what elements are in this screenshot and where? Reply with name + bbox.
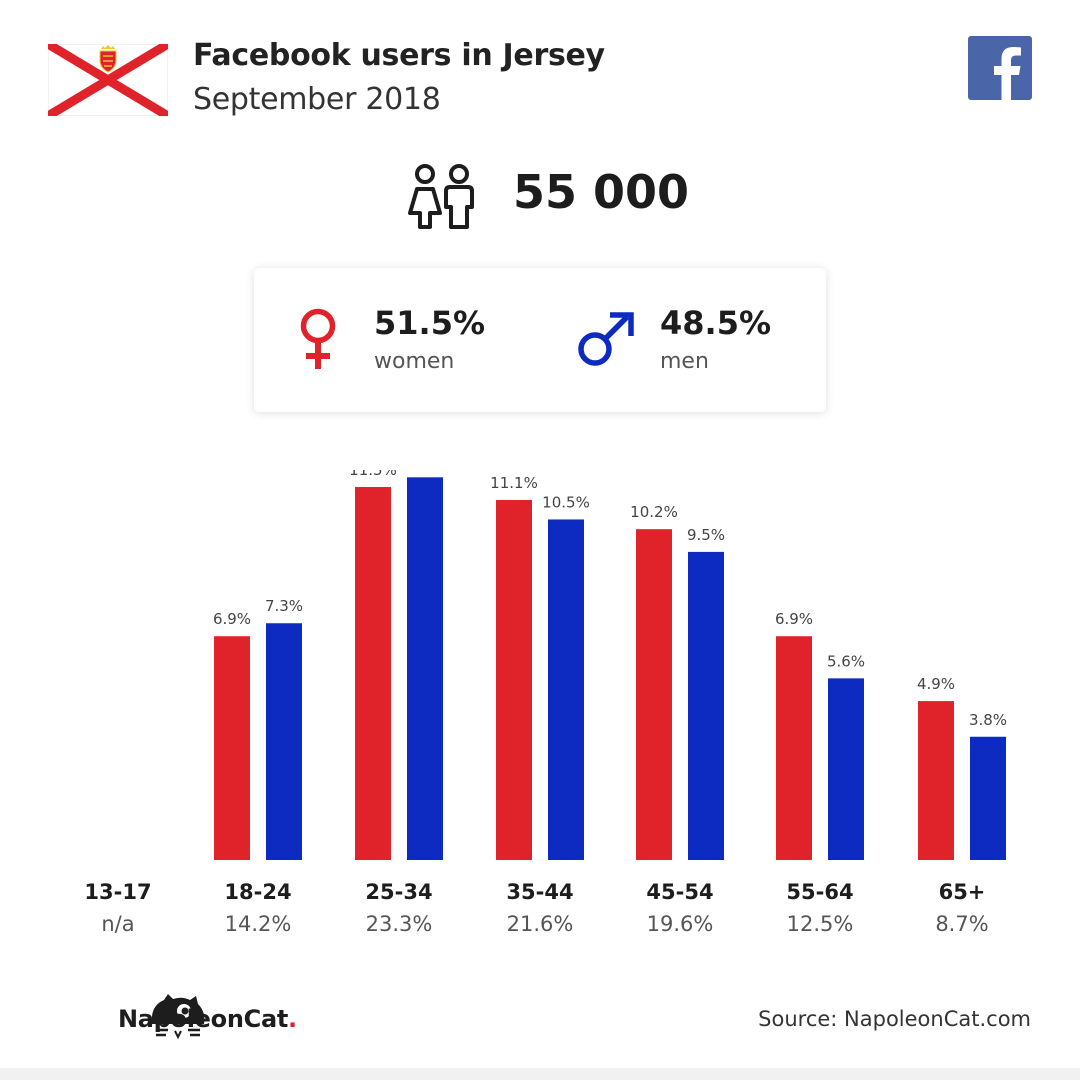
bar-men-45-54 [688, 551, 724, 860]
men-percent: 48.5% [660, 304, 772, 342]
users-icon [408, 164, 474, 229]
source-text: Source: NapoleonCat.com [758, 1007, 1031, 1031]
bar-value-label: 5.6% [827, 652, 865, 670]
napoleoncat-logo-icon [151, 994, 205, 1040]
bar-women-25-34 [355, 487, 391, 860]
brand-name: NapoleonCat. [118, 1005, 297, 1033]
bar-value-label: 3.8% [969, 711, 1007, 729]
age-group-label: 25-34 [365, 880, 432, 904]
male-symbol-icon [578, 312, 634, 366]
page-subtitle: September 2018 [193, 82, 441, 117]
age-group-total: 21.6% [507, 912, 574, 936]
women-label: women [374, 349, 455, 374]
age-group-total: 23.3% [366, 912, 433, 936]
brand-dot: . [288, 1005, 297, 1033]
bar-women-65+ [918, 701, 954, 860]
age-gender-bar-chart: 13-17n/a6.9%7.3%18-2414.2%11.5%11.8%25-3… [84, 470, 1007, 936]
bar-value-label: 10.5% [542, 493, 590, 511]
age-group-total: 14.2% [225, 912, 292, 936]
bar-value-label: 11.1% [490, 474, 538, 492]
bar-value-label: 10.2% [630, 503, 678, 521]
age-group-label: 45-54 [646, 880, 713, 904]
men-label: men [660, 349, 709, 374]
bar-value-label: 4.9% [917, 675, 955, 693]
bar-women-45-54 [636, 529, 672, 860]
page-title: Facebook users in Jersey [193, 38, 605, 73]
jersey-flag-icon [48, 44, 168, 116]
facebook-logo-icon[interactable] [968, 36, 1032, 100]
bar-value-label: 11.5% [349, 470, 397, 479]
age-group-label: 18-24 [224, 880, 291, 904]
age-group-total: 19.6% [647, 912, 714, 936]
age-group-total: n/a [101, 912, 134, 936]
bar-value-label: 6.9% [213, 610, 251, 628]
bar-men-18-24 [266, 623, 302, 860]
age-group-total: 12.5% [787, 912, 854, 936]
bar-women-35-44 [496, 500, 532, 860]
footer-strip [0, 1068, 1080, 1080]
bar-men-55-64 [828, 678, 864, 860]
female-symbol-icon [300, 308, 336, 369]
bar-value-label: 6.9% [775, 610, 813, 628]
women-percent: 51.5% [374, 304, 486, 342]
bar-value-label: 9.5% [687, 526, 725, 544]
age-group-label: 35-44 [506, 880, 573, 904]
age-group-label: 55-64 [786, 880, 853, 904]
bar-men-25-34 [407, 477, 443, 860]
bar-men-65+ [970, 736, 1006, 860]
age-group-total: 8.7% [935, 912, 988, 936]
bar-value-label: 7.3% [265, 597, 303, 615]
bar-women-55-64 [776, 636, 812, 860]
age-group-label: 65+ [939, 880, 986, 904]
age-group-label: 13-17 [84, 880, 151, 904]
total-users: 55 000 [513, 165, 690, 219]
bar-men-35-44 [548, 519, 584, 860]
gender-card: 51.5% women 48.5% men [254, 268, 826, 412]
bar-women-18-24 [214, 636, 250, 860]
